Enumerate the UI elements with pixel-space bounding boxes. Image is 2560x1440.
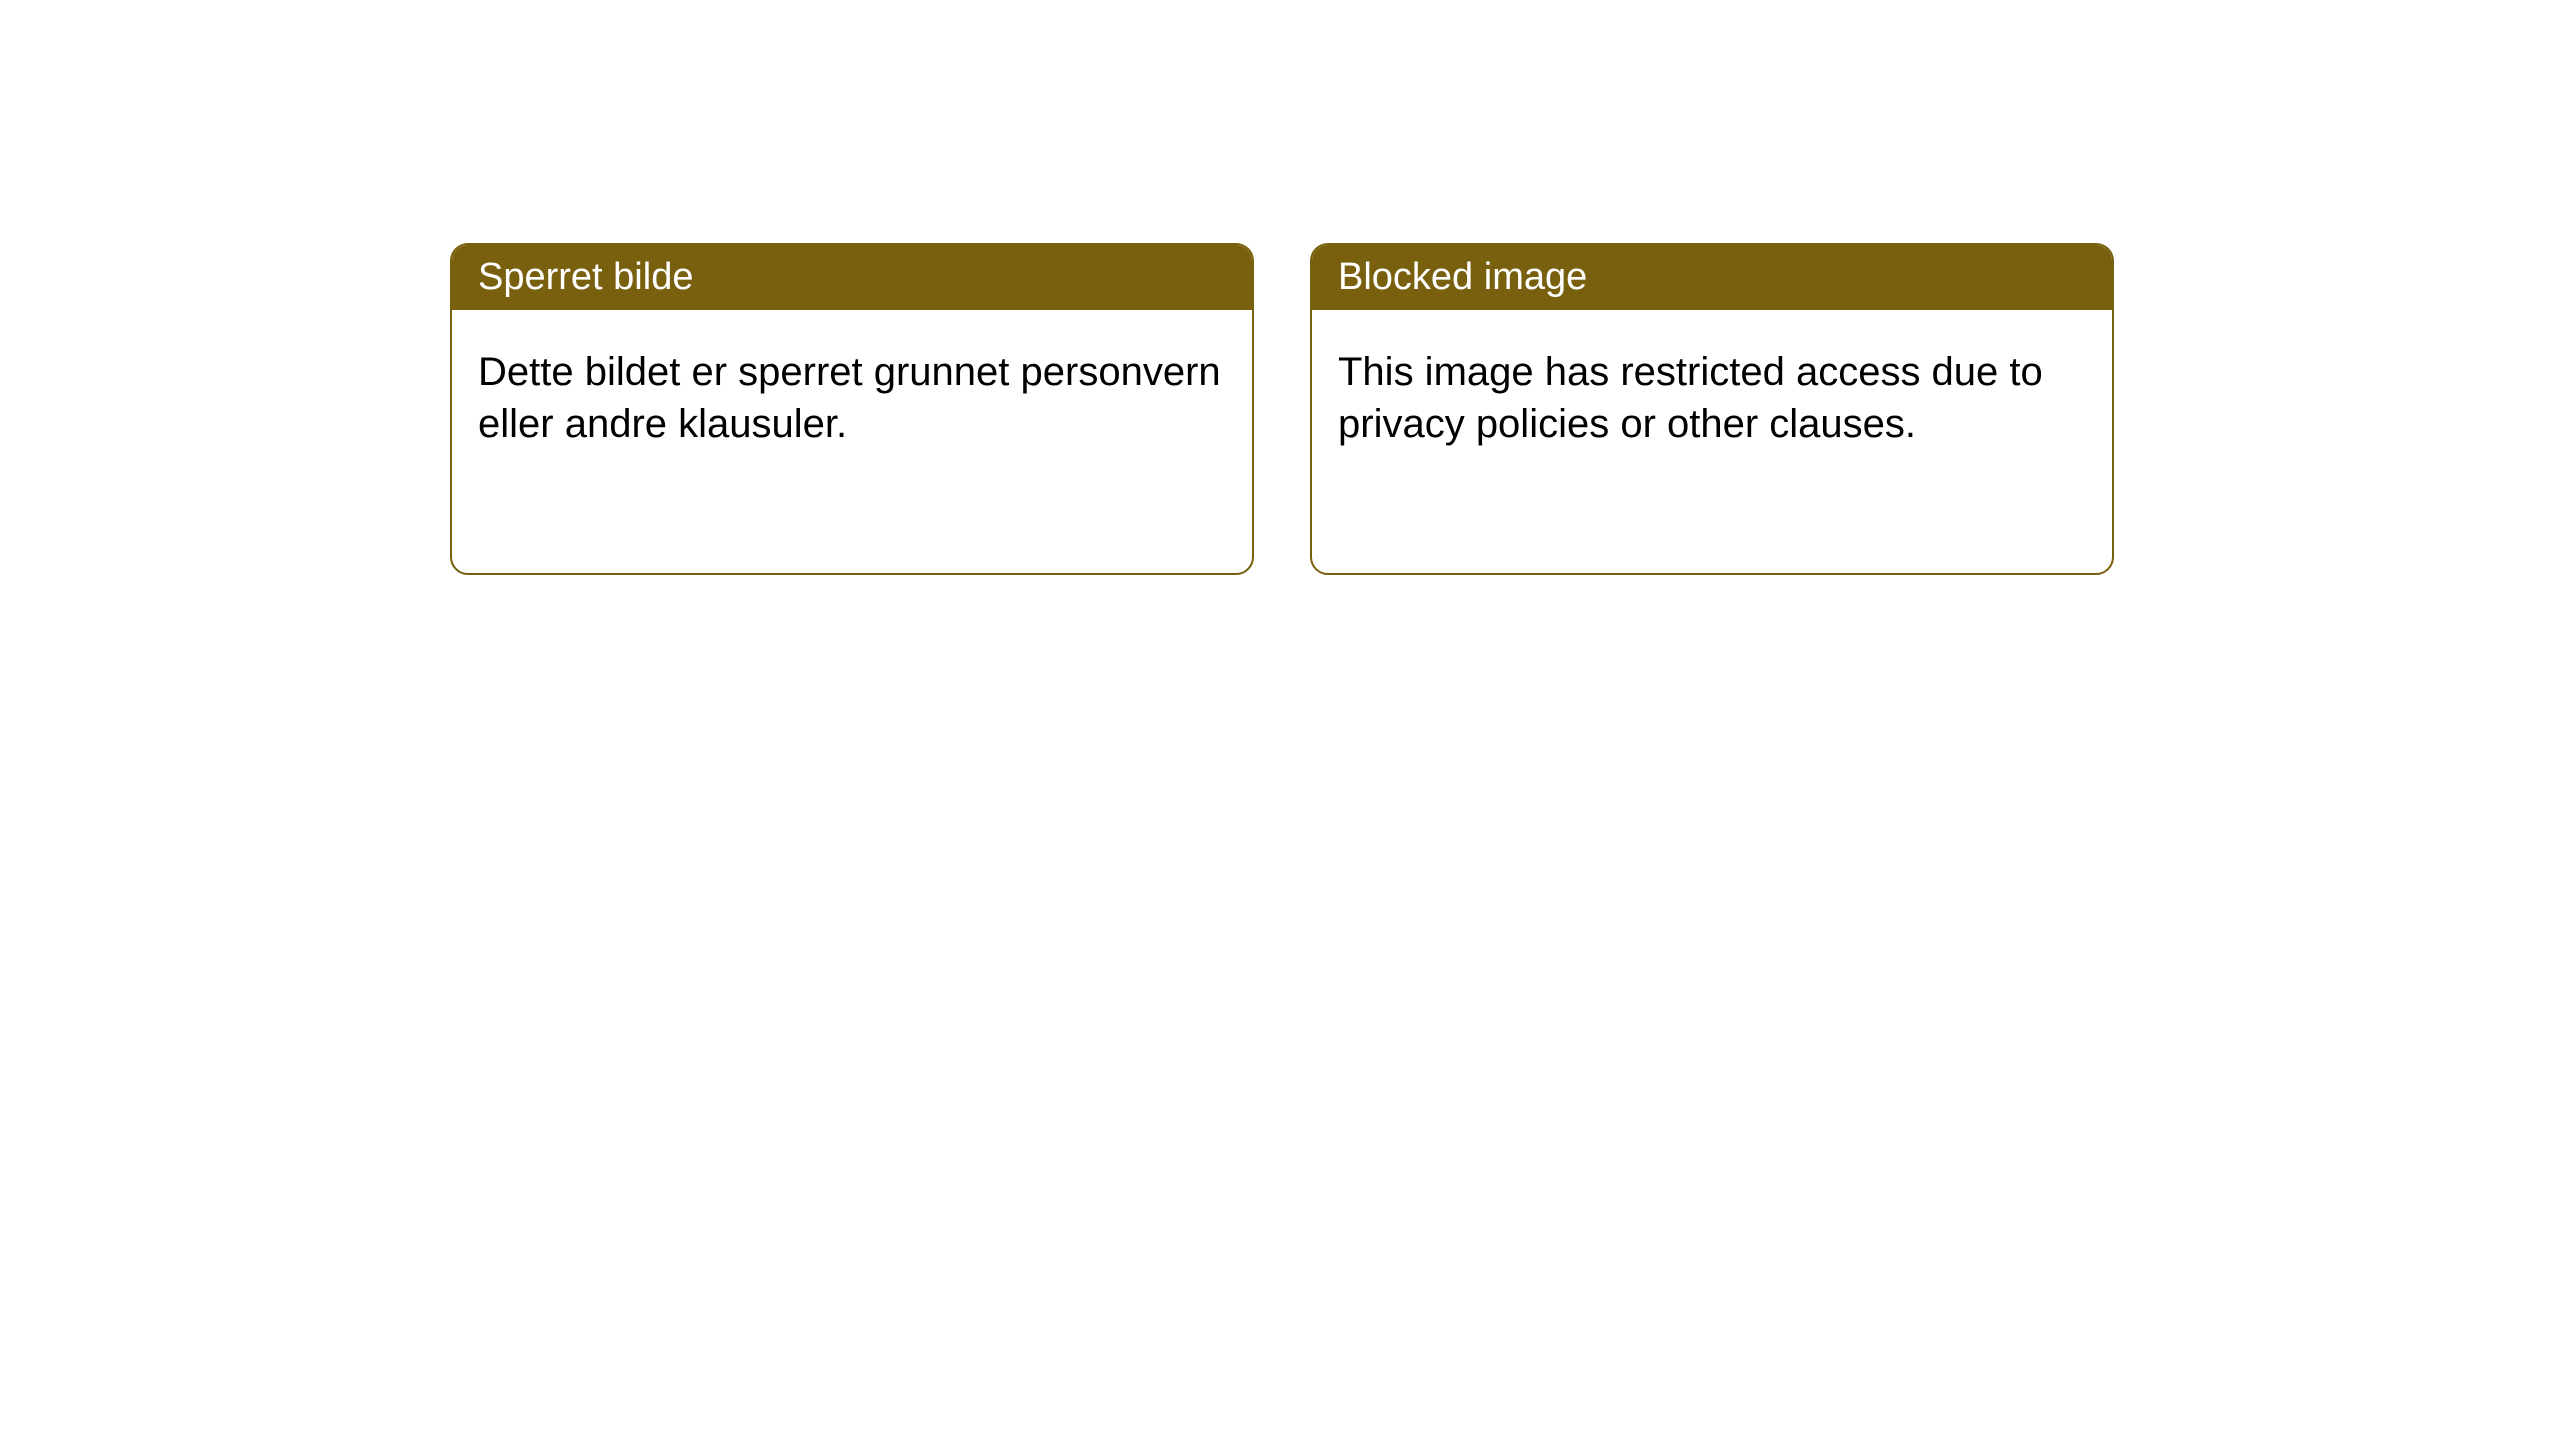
- notice-message: Dette bildet er sperret grunnet personve…: [478, 350, 1221, 446]
- notice-title: Sperret bilde: [478, 256, 693, 298]
- notice-card-norwegian: Sperret bilde Dette bildet er sperret gr…: [450, 243, 1254, 575]
- notice-header: Sperret bilde: [452, 245, 1252, 310]
- notice-body: Dette bildet er sperret grunnet personve…: [452, 310, 1252, 486]
- notice-message: This image has restricted access due to …: [1338, 350, 2043, 446]
- notice-header: Blocked image: [1312, 245, 2112, 310]
- notice-title: Blocked image: [1338, 256, 1587, 298]
- notice-container: Sperret bilde Dette bildet er sperret gr…: [0, 0, 2560, 575]
- notice-body: This image has restricted access due to …: [1312, 310, 2112, 486]
- notice-card-english: Blocked image This image has restricted …: [1310, 243, 2114, 575]
